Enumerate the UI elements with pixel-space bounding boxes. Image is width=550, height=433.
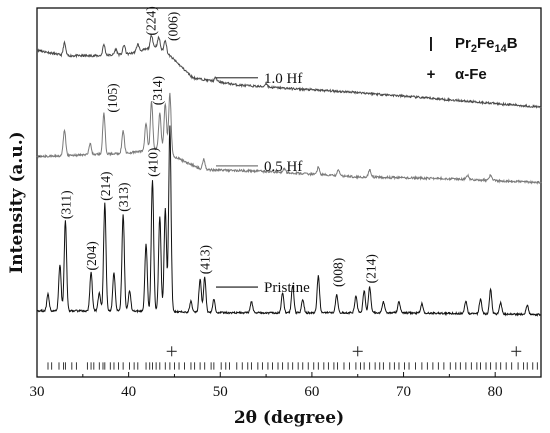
y-axis-title: Intensity (a.u.) bbox=[7, 131, 27, 273]
peak-label: (204) bbox=[84, 241, 99, 270]
x-axis-ticks: 30 40 50 60 70 80 bbox=[30, 372, 542, 400]
series-label: 0.5 Hf bbox=[264, 159, 302, 175]
series-labels: 1.0 Hf 0.5 Hf Pristine bbox=[216, 71, 310, 296]
series-trace-1 bbox=[36, 92, 542, 185]
peak-label: (413) bbox=[198, 245, 213, 274]
x-tick-label: 60 bbox=[304, 384, 319, 400]
series-trace-2 bbox=[36, 125, 541, 317]
peak-label: (006) bbox=[166, 12, 181, 41]
legend-part: Fe bbox=[477, 35, 495, 52]
legend-marker-alpha-fe: + bbox=[427, 66, 436, 83]
series-label: Pristine bbox=[264, 280, 310, 296]
plot-border bbox=[36, 7, 542, 378]
legend-part: 2 bbox=[471, 43, 477, 55]
x-tick-label: 40 bbox=[121, 384, 136, 400]
x-tick-label: 80 bbox=[488, 384, 503, 400]
legend: | Pr2Fe14B + α-Fe bbox=[427, 35, 518, 83]
series-label: 1.0 Hf bbox=[264, 71, 302, 87]
x-tick-label: 70 bbox=[396, 384, 411, 400]
peak-label: (313) bbox=[116, 183, 131, 212]
peak-label: (311) bbox=[58, 190, 73, 219]
x-axis-title: 2θ (degree) bbox=[234, 408, 344, 428]
x-tick-label: 30 bbox=[30, 384, 45, 400]
peak-label: (214) bbox=[364, 254, 379, 283]
legend-part: Pr bbox=[455, 35, 471, 52]
peak-label: (314) bbox=[150, 76, 165, 105]
peak-label: (008) bbox=[331, 258, 346, 287]
peak-label: (410) bbox=[146, 148, 161, 177]
reference-markers bbox=[47, 346, 538, 370]
legend-marker-pr2fe14b: | bbox=[429, 35, 433, 52]
peak-label: (224) bbox=[144, 6, 159, 35]
legend-label-pr2fe14b: Pr2Fe14B bbox=[455, 35, 518, 55]
legend-part: B bbox=[507, 35, 518, 52]
legend-label-alpha-fe: α-Fe bbox=[455, 66, 487, 83]
x-tick-label: 50 bbox=[213, 384, 228, 400]
peak-labels: (224) (006)(105) (314)(311)(204)(214) (313)… bbox=[58, 6, 378, 287]
legend-part: 14 bbox=[494, 43, 507, 55]
diffraction-traces bbox=[36, 33, 542, 317]
peak-label: (214) bbox=[98, 172, 113, 201]
peak-label: (105) bbox=[105, 83, 120, 112]
series-trace-0 bbox=[36, 33, 542, 109]
